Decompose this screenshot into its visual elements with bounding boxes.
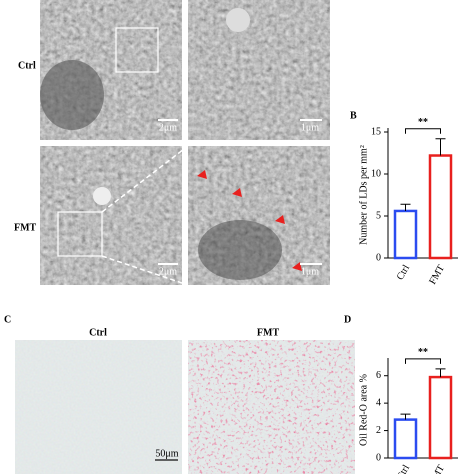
nucleus bbox=[198, 220, 282, 280]
x-tick-label: FMT bbox=[427, 463, 447, 474]
x-tick-label: Ctrl bbox=[395, 463, 412, 474]
error-bar bbox=[400, 413, 411, 420]
scale-bar-lines bbox=[158, 119, 322, 265]
scale-bar-label: 1μm bbox=[301, 122, 319, 133]
y-tick-label: 15 bbox=[371, 126, 381, 137]
significance-bracket bbox=[405, 128, 441, 134]
y-tick-label: 4 bbox=[376, 397, 381, 408]
em-images bbox=[40, 0, 330, 286]
bar bbox=[428, 154, 453, 260]
significance-bracket bbox=[405, 358, 441, 364]
arrows bbox=[197, 170, 302, 271]
bar bbox=[428, 375, 453, 460]
stain-image bbox=[15, 340, 182, 474]
y-tick-label: 5 bbox=[376, 210, 381, 221]
error-bar bbox=[400, 203, 411, 211]
scale-bar-label: 50μm bbox=[155, 448, 178, 459]
scale-bar-label: 2μm bbox=[159, 266, 177, 277]
y-tick-label: 0 bbox=[376, 452, 381, 463]
panel-letter: C bbox=[4, 314, 11, 325]
y-axis-label: Number of LDs per mm² bbox=[358, 145, 369, 245]
bar bbox=[393, 209, 418, 260]
em-image bbox=[40, 146, 182, 285]
lipid-droplet bbox=[93, 187, 111, 205]
x-tick-label: FMT bbox=[427, 263, 447, 286]
column-label: FMT bbox=[257, 327, 280, 338]
zoom-box bbox=[115, 27, 159, 73]
panel-letter: D bbox=[344, 314, 351, 325]
column-label: Ctrl bbox=[89, 327, 107, 338]
stain-red bbox=[188, 340, 355, 474]
scale-bar-label: 1μm bbox=[301, 266, 319, 277]
y-tick-label: 2 bbox=[376, 425, 381, 436]
nucleus bbox=[40, 60, 104, 130]
row-label: Ctrl bbox=[18, 60, 36, 71]
y-tick-label: 6 bbox=[376, 370, 381, 381]
em-image bbox=[188, 0, 330, 140]
error-bar bbox=[435, 368, 446, 378]
y-axis-label: Oil Red-O area % bbox=[358, 374, 369, 446]
significance-label: ** bbox=[418, 347, 428, 358]
y-tick-label: 0 bbox=[376, 252, 381, 263]
scale-bar-label: 2μm bbox=[159, 122, 177, 133]
row-label: FMT bbox=[14, 222, 37, 233]
zoom-box bbox=[57, 211, 103, 257]
x-tick-label: Ctrl bbox=[395, 263, 412, 282]
lipid-droplet bbox=[226, 8, 250, 32]
zoom-line bbox=[101, 255, 189, 286]
zoom-line bbox=[101, 145, 189, 213]
oil-red-images bbox=[15, 340, 355, 474]
bar bbox=[393, 418, 418, 460]
panel-letter: B bbox=[350, 110, 357, 121]
error-bar bbox=[435, 138, 446, 156]
significance-label: ** bbox=[418, 117, 428, 128]
y-tick-label: 10 bbox=[371, 168, 381, 179]
